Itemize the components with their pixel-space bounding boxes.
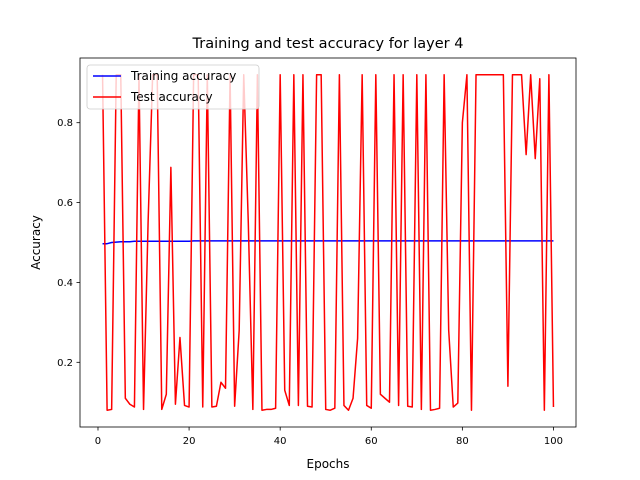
y-tick-label: 0.6 (57, 198, 73, 209)
y-tick-label: 0.8 (57, 118, 73, 129)
y-tick-label: 0.4 (57, 278, 73, 289)
chart-title: Training and test accuracy for layer 4 (192, 36, 464, 52)
legend-label: Training accuracy (130, 69, 236, 83)
x-tick-label: 80 (456, 436, 469, 447)
series-line-test-accuracy (101, 74, 555, 411)
x-tick-label: 20 (183, 436, 196, 447)
x-tick-label: 60 (365, 436, 378, 447)
series-line-training-accuracy (102, 240, 554, 245)
legend-box (86, 64, 260, 110)
legend: Training accuracy Test accuracy (86, 64, 260, 110)
y-tick-label: 0.2 (57, 358, 73, 369)
y-axis-label: Accuracy (29, 215, 43, 270)
plot-frame (79, 57, 577, 428)
x-tick-label: 0 (95, 436, 101, 447)
x-axis-label: Epochs (307, 457, 350, 471)
x-tick-label: 40 (274, 436, 287, 447)
x-tick-label: 100 (544, 436, 563, 447)
legend-label: Test accuracy (130, 90, 213, 104)
